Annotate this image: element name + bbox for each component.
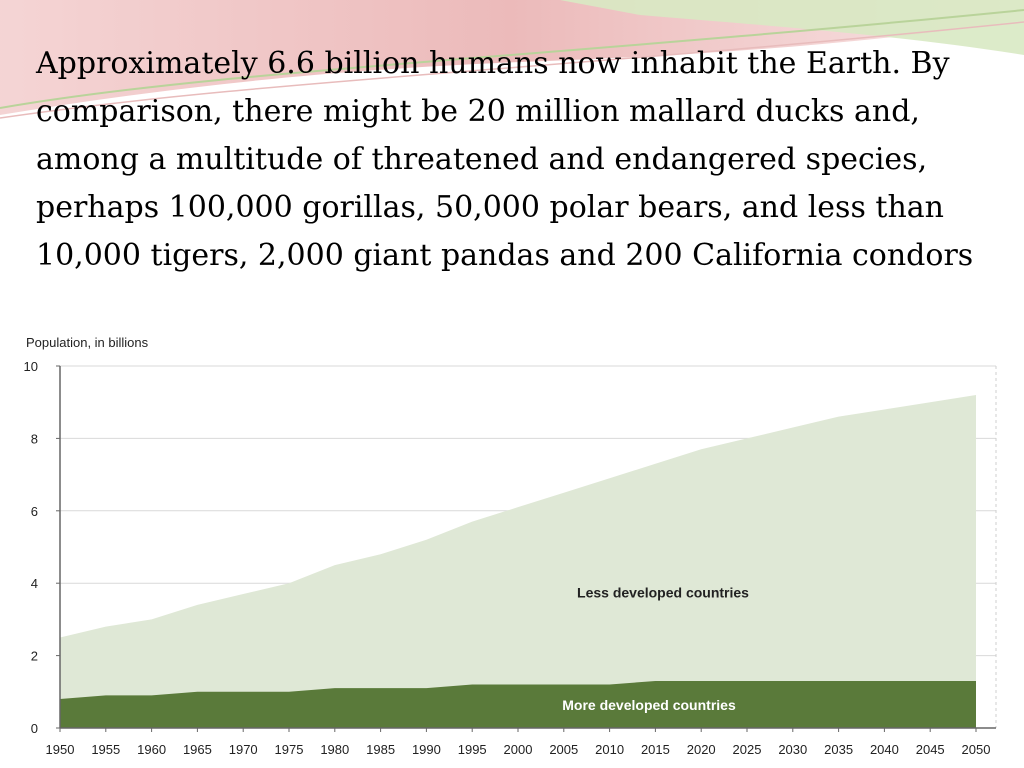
series-area-more-developed — [60, 680, 976, 728]
series-label-less-developed: Less developed countries — [577, 585, 749, 601]
x-tick-label: 2035 — [824, 742, 853, 757]
x-tick-label: 1955 — [91, 742, 120, 757]
x-tick-label: 1980 — [320, 742, 349, 757]
y-tick-label: 10 — [24, 359, 38, 374]
x-tick-label: 2050 — [962, 742, 991, 757]
y-tick-label: 2 — [31, 649, 38, 664]
series-area-less-developed — [60, 394, 976, 728]
x-tick-label: 1975 — [275, 742, 304, 757]
x-tick-label: 2005 — [549, 742, 578, 757]
y-tick-label: 8 — [31, 431, 38, 446]
x-tick-label: 1985 — [366, 742, 395, 757]
y-tick-label: 4 — [31, 576, 38, 591]
x-tick-label: 2020 — [687, 742, 716, 757]
x-tick-label: 1970 — [229, 742, 258, 757]
x-tick-label: 2010 — [595, 742, 624, 757]
y-tick-label: 6 — [31, 504, 38, 519]
x-tick-label: 1990 — [412, 742, 441, 757]
x-tick-label: 1995 — [458, 742, 487, 757]
x-tick-label: 2015 — [641, 742, 670, 757]
x-tick-label: 2045 — [916, 742, 945, 757]
chart-title: Population, in billions — [26, 335, 149, 350]
x-tick-label: 1960 — [137, 742, 166, 757]
x-tick-label: 2030 — [778, 742, 807, 757]
slide-paragraph: Approximately 6.6 billion humans now inh… — [36, 46, 974, 273]
chart-canvas: 0 2 4 6 8 10 1950 1955 1960 1965 1970 1975 1980 1985 1… — [24, 335, 997, 757]
slide-header-decoration — [0, 0, 1024, 119]
series-label-more-developed: More developed countries — [562, 697, 736, 713]
y-tick-label: 0 — [31, 721, 38, 736]
x-tick-label: 2025 — [733, 742, 762, 757]
x-tick-label: 2040 — [870, 742, 899, 757]
x-tick-label: 2000 — [504, 742, 533, 757]
x-tick-label: 1950 — [46, 742, 75, 757]
x-tick-label: 1965 — [183, 742, 212, 757]
population-chart: 0 2 4 6 8 10 1950 1955 1960 1965 1970 1975 1980 1985 1… — [22, 326, 1000, 764]
